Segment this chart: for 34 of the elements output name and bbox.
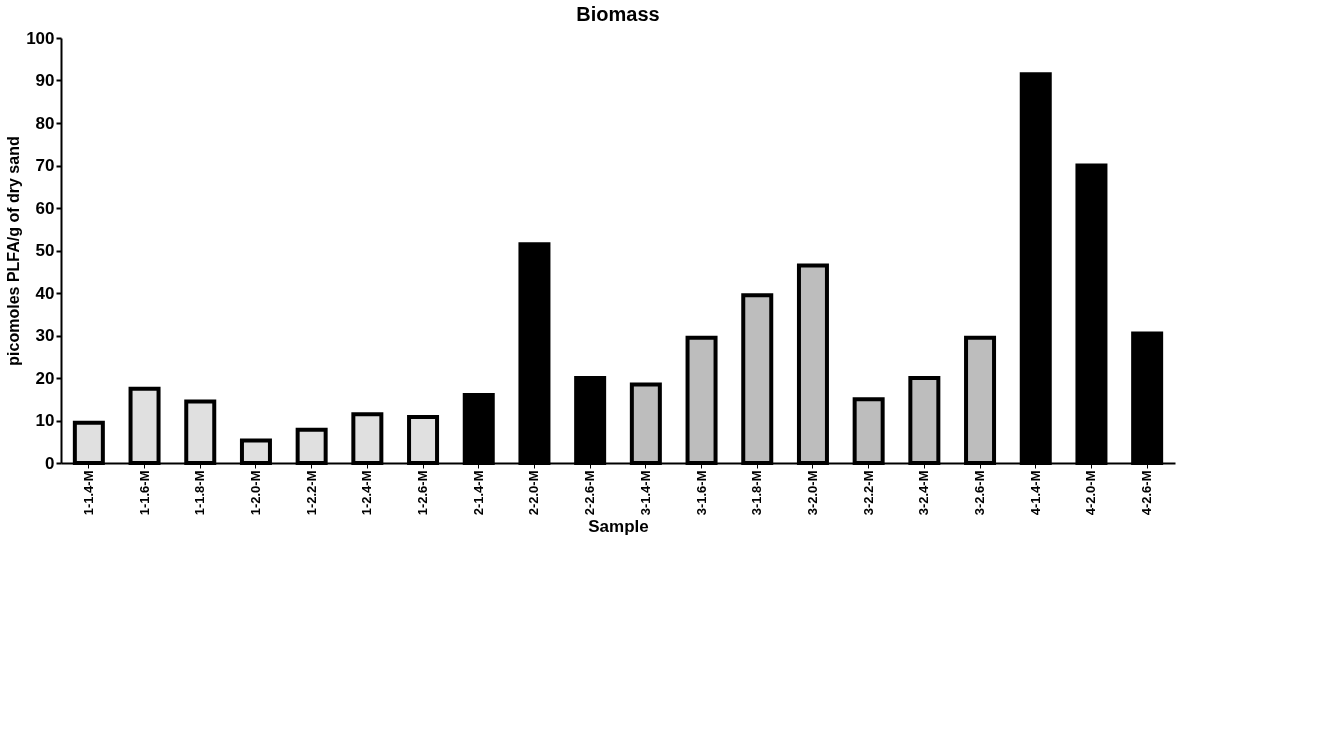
x-tick-label: 4-1.4-M bbox=[1027, 470, 1043, 516]
y-tick-label: 20 bbox=[35, 368, 55, 388]
x-tick-label: 3-2.6-M bbox=[972, 470, 988, 516]
y-tick-label: 70 bbox=[35, 156, 55, 175]
y-tick-label: 30 bbox=[35, 326, 55, 345]
y-tick-label: 90 bbox=[35, 71, 55, 90]
x-tick-label: 1-2.4-M bbox=[359, 470, 375, 516]
y-tick-label: 0 bbox=[45, 453, 55, 473]
x-tick-label: 3-1.8-M bbox=[749, 470, 765, 516]
x-tick-label: 1-2.2-M bbox=[303, 470, 319, 516]
x-tick-label: 1-2.6-M bbox=[415, 470, 431, 516]
x-tick-label: 1-1.8-M bbox=[192, 470, 208, 516]
y-tick-label: 100 bbox=[26, 28, 55, 48]
x-tick-label: 4-2.0-M bbox=[1083, 470, 1099, 516]
y-tick-label: 10 bbox=[35, 411, 55, 430]
x-tick-label: 1-1.6-M bbox=[136, 470, 152, 516]
x-axis-title: Sample bbox=[588, 517, 649, 537]
y-tick-label: 50 bbox=[35, 241, 55, 260]
x-tick-label: 2-2.0-M bbox=[526, 470, 542, 516]
x-tick-label: 3-2.2-M bbox=[860, 470, 876, 516]
x-tick-label: 3-2.0-M bbox=[804, 470, 820, 516]
y-tick-label: 60 bbox=[35, 198, 55, 218]
x-tick-label: 2-2.6-M bbox=[582, 470, 598, 516]
x-tick-label: 3-1.4-M bbox=[637, 470, 653, 516]
x-tick-label: 1-2.0-M bbox=[247, 470, 263, 516]
x-tick-label: 4-2.6-M bbox=[1139, 470, 1155, 516]
x-tick-label: 2-1.4-M bbox=[470, 470, 486, 516]
x-tick-label: 1-1.4-M bbox=[80, 470, 96, 516]
x-tick-label: 3-2.4-M bbox=[916, 470, 932, 516]
y-tick-label: 40 bbox=[35, 283, 55, 303]
y-tick-label: 80 bbox=[35, 113, 55, 133]
chart-title: Biomass bbox=[576, 3, 660, 25]
x-tick-label: 3-1.6-M bbox=[693, 470, 709, 516]
y-axis-title: picomoles PLFA/g of dry sand bbox=[5, 136, 23, 366]
